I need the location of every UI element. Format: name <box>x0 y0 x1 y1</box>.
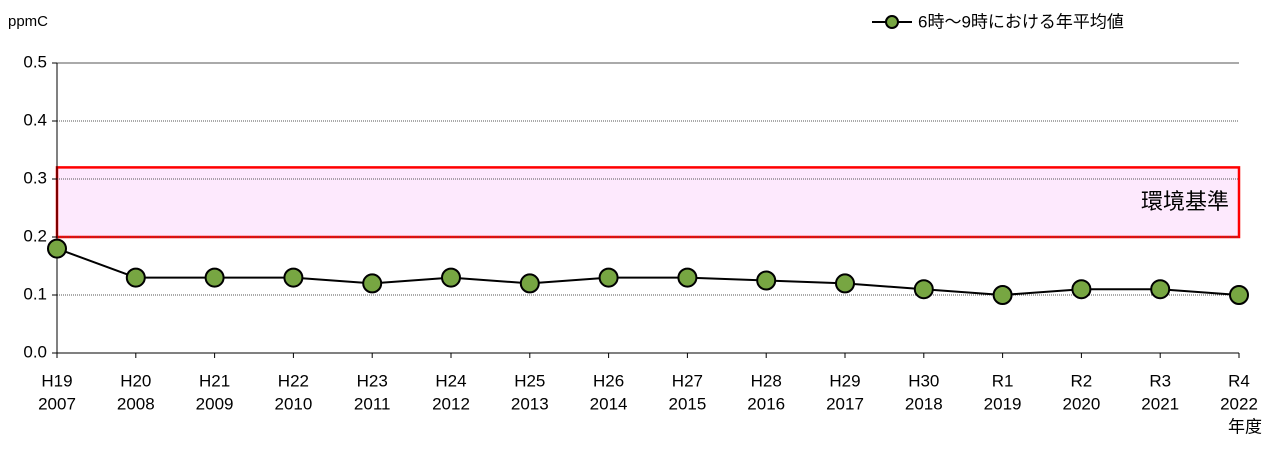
point <box>756 270 777 291</box>
x-tick-label: 2014 <box>590 394 628 413</box>
x-tick-label: H30 <box>908 371 939 390</box>
x-tick-label: H23 <box>357 371 388 390</box>
point <box>913 279 934 300</box>
point <box>1150 279 1171 300</box>
point <box>204 267 225 288</box>
x-tick-label: 2012 <box>432 394 470 413</box>
y-tick-label: 0.5 <box>23 52 47 71</box>
point <box>1071 279 1092 300</box>
x-tick-label: 2020 <box>1062 394 1100 413</box>
y-tick-label: 0.4 <box>23 110 47 129</box>
point <box>283 267 304 288</box>
point <box>519 273 540 294</box>
point <box>47 238 67 259</box>
x-tick-label: 2015 <box>668 394 706 413</box>
x-tick-label: H27 <box>672 371 703 390</box>
point <box>125 267 146 288</box>
x-tick-label: 2009 <box>196 394 234 413</box>
x-tick-label: 2018 <box>905 394 943 413</box>
x-tick-label: H25 <box>514 371 545 390</box>
x-tick-label: 2011 <box>354 394 391 413</box>
x-tick-label: R4 <box>1228 371 1250 390</box>
standard-band <box>55 166 1241 239</box>
x-tick-label: 2016 <box>747 394 785 413</box>
point <box>441 267 461 288</box>
x-axis-label: 年度 <box>1228 417 1262 436</box>
point <box>992 285 1013 305</box>
x-tick-label: R1 <box>992 371 1014 390</box>
x-tick-label: H21 <box>199 371 230 390</box>
x-tick-label: 2007 <box>38 394 76 413</box>
x-tick-label: R3 <box>1149 371 1171 390</box>
y-tick-label: 0.2 <box>23 226 47 245</box>
x-tick-label: 2008 <box>117 394 155 413</box>
x-tick-label: 2017 <box>826 394 864 413</box>
point <box>1229 285 1249 305</box>
x-tick-label: 2022 <box>1220 394 1258 413</box>
legend-label: 6時～9時における年平均値 <box>918 12 1124 31</box>
x-tick-label: H20 <box>120 371 151 390</box>
x-tick-label: 2013 <box>511 394 549 413</box>
x-tick-label: H28 <box>751 371 782 390</box>
x-tick-label: 2010 <box>274 394 312 413</box>
point <box>598 267 619 288</box>
point <box>835 273 855 294</box>
x-tick-label: H22 <box>278 371 309 390</box>
x-tick-label: 2019 <box>984 394 1022 413</box>
point <box>362 273 383 294</box>
x-tick-label: H26 <box>593 371 624 390</box>
y-tick-label: 0.1 <box>23 284 47 303</box>
y-tick-label: 0.0 <box>23 342 47 361</box>
x-tick-label: H19 <box>41 371 72 390</box>
y-axis-label: ppmC <box>8 13 48 30</box>
x-tick-label: H24 <box>435 371 466 390</box>
x-tick-label: 2021 <box>1141 394 1179 413</box>
x-tick-label: H29 <box>829 371 860 390</box>
line <box>56 247 1240 297</box>
legend-marker <box>885 15 899 29</box>
x-tick-label: R2 <box>1071 371 1093 390</box>
point <box>677 267 698 288</box>
y-tick-label: 0.3 <box>23 168 47 187</box>
band-label: 環境基準 <box>1141 189 1229 214</box>
